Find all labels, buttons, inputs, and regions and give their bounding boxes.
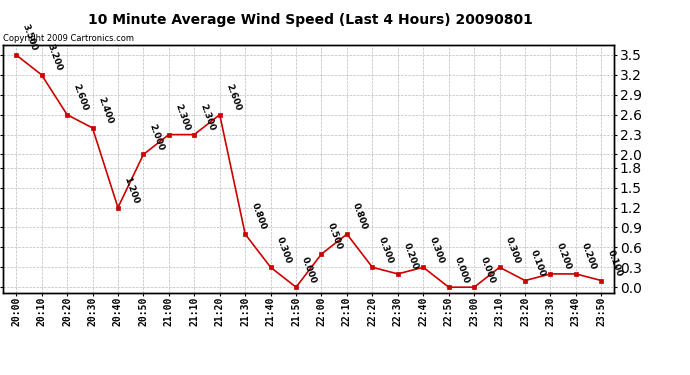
Text: 2.600: 2.600 xyxy=(224,82,242,112)
Text: 0.300: 0.300 xyxy=(504,235,522,264)
Text: 0.800: 0.800 xyxy=(249,202,267,231)
Text: 0.000: 0.000 xyxy=(453,255,471,284)
Text: 10 Minute Average Wind Speed (Last 4 Hours) 20090801: 10 Minute Average Wind Speed (Last 4 Hou… xyxy=(88,13,533,27)
Text: 0.100: 0.100 xyxy=(606,248,624,278)
Text: 0.300: 0.300 xyxy=(377,235,395,264)
Text: 0.000: 0.000 xyxy=(300,255,318,284)
Text: 3.200: 3.200 xyxy=(46,43,64,72)
Text: 3.500: 3.500 xyxy=(20,22,39,52)
Text: 0.100: 0.100 xyxy=(529,248,547,278)
Text: Copyright 2009 Cartronics.com: Copyright 2009 Cartronics.com xyxy=(3,33,135,42)
Text: 2.000: 2.000 xyxy=(148,122,166,152)
Text: 1.200: 1.200 xyxy=(122,175,140,205)
Text: 2.400: 2.400 xyxy=(97,96,115,125)
Text: 0.500: 0.500 xyxy=(326,222,344,251)
Text: 0.000: 0.000 xyxy=(478,255,496,284)
Text: 0.200: 0.200 xyxy=(402,242,420,271)
Text: 0.800: 0.800 xyxy=(351,202,369,231)
Text: 2.300: 2.300 xyxy=(199,102,217,132)
Text: 0.300: 0.300 xyxy=(427,235,446,264)
Text: 0.200: 0.200 xyxy=(580,242,598,271)
Text: 2.300: 2.300 xyxy=(173,102,191,132)
Text: 0.200: 0.200 xyxy=(555,242,573,271)
Text: 0.300: 0.300 xyxy=(275,235,293,264)
Text: 2.600: 2.600 xyxy=(71,82,89,112)
